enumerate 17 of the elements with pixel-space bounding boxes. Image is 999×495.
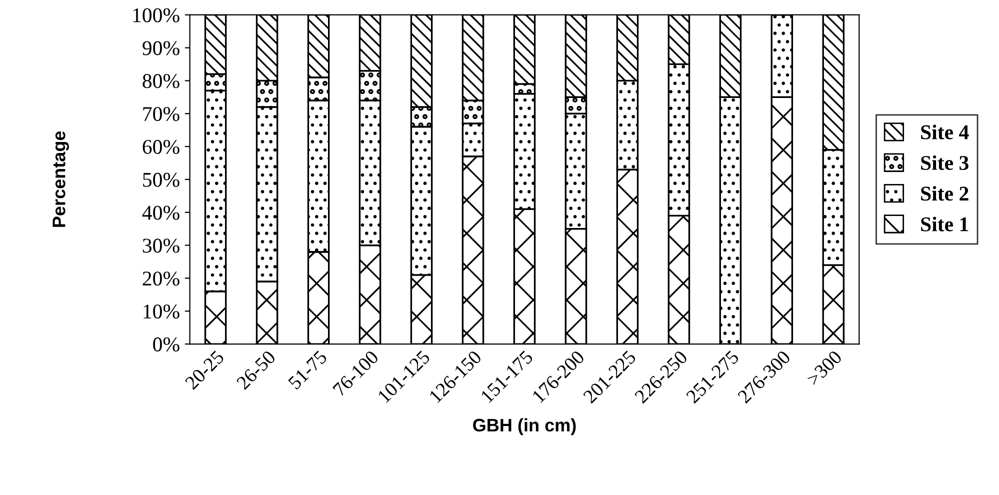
y-tick-label: 100% [133,8,180,22]
x-axis-title: GBH (in cm) [473,418,576,436]
y-tick-label: 30% [142,238,180,253]
y-tick-label: 20% [142,272,180,286]
y-tick-label: 0% [153,337,180,352]
y-tick-label: 70% [143,106,180,122]
y-axis-title: Percentage [52,131,69,227]
y-tick-label: 60% [142,140,180,154]
y-tick-label: 10% [144,304,180,319]
y-tick-label: 90% [142,41,180,56]
y-tick-label: 50% [143,172,180,187]
y-tick-label: 40% [142,206,180,220]
legend-label: Site 3 [921,155,968,170]
legend-label: Site 1 [921,216,968,232]
y-tick-label: 80% [142,74,180,88]
legend-label: Site 4 [921,124,969,140]
legend-label: Site 2 [921,186,968,201]
